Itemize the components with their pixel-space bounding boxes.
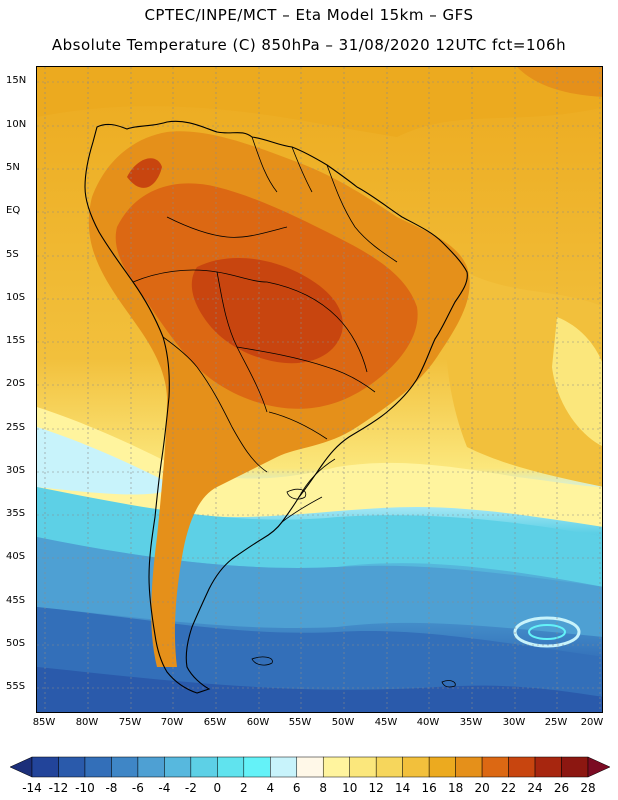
lon-label: 85W <box>32 717 56 728</box>
lat-label: 5S <box>6 249 19 260</box>
colorbar-tick-label: 26 <box>553 781 570 795</box>
lat-label: 10N <box>6 119 27 130</box>
lon-label: 45W <box>374 717 398 728</box>
country-borders <box>132 136 398 523</box>
lat-label: EQ <box>6 205 21 216</box>
colorbar-tick-label: 12 <box>368 781 384 795</box>
colorbar-tick-label: 4 <box>266 781 275 795</box>
field-continent-hottest <box>191 257 343 364</box>
lon-label: 25W <box>544 717 568 728</box>
colorbar-tick-label: 14 <box>395 781 411 795</box>
falklands-outline <box>251 656 273 666</box>
colorbar-swatch <box>322 756 350 778</box>
temperature-field-map <box>37 67 602 712</box>
colorbar-swatch <box>455 756 483 778</box>
colorbar-swatch <box>508 756 536 778</box>
coastline-south-america <box>84 120 468 694</box>
colorbar-swatch <box>349 756 377 778</box>
temperature-colorbar <box>10 756 610 778</box>
colorbar-tick-label: -6 <box>131 781 144 795</box>
field-tropical-north <box>37 67 602 137</box>
colorbar-swatch <box>561 756 589 778</box>
lat-label: 10S <box>6 292 26 303</box>
lon-label: 60W <box>246 717 270 728</box>
lat-label: 45S <box>6 595 26 606</box>
colorbar-tick-label: 18 <box>447 781 464 795</box>
field-atlantic-yellow <box>552 317 602 446</box>
lat-label: 15S <box>6 335 26 346</box>
colorbar-swatch <box>58 756 86 778</box>
lat-label: 50S <box>6 638 26 649</box>
lat-label: 35S <box>6 508 26 519</box>
lat-label: 20S <box>6 378 26 389</box>
colorbar-swatch <box>190 756 218 778</box>
lat-label: 15N <box>6 75 27 86</box>
field-polar-band <box>37 667 602 712</box>
colorbar-over-triangle <box>587 756 610 778</box>
colorbar-tick-label: -12 <box>48 781 69 795</box>
lat-label: 25S <box>6 422 26 433</box>
colorbar-tick-label: 20 <box>474 781 490 795</box>
field-warm-north-east <box>517 67 602 97</box>
colorbar-tick-label: 6 <box>292 781 301 795</box>
colorbar-swatch <box>375 756 403 778</box>
lon-label: 70W <box>160 717 184 728</box>
colorbar-tick-label: 16 <box>421 781 437 795</box>
lat-label: 5N <box>6 162 20 173</box>
lon-label: 40W <box>416 717 440 728</box>
colorbar-tick-label: 2 <box>239 781 248 795</box>
chart-title: CPTEC/INPE/MCT – Eta Model 15km – GFS <box>144 6 474 24</box>
lon-label: 80W <box>75 717 99 728</box>
colorbar-tick-label: 8 <box>319 781 328 795</box>
colorbar-under-triangle <box>10 756 33 778</box>
colorbar-swatch <box>137 756 165 778</box>
colorbar-swatch <box>296 756 324 778</box>
colorbar-tick-label: -4 <box>158 781 171 795</box>
colorbar-tick-label: -2 <box>184 781 197 795</box>
colorbar-swatch <box>481 756 509 778</box>
island-outline-east <box>441 680 456 688</box>
colorbar-tick-label: 0 <box>213 781 222 795</box>
field-cold-band <box>37 487 602 587</box>
colorbar-swatch <box>270 756 298 778</box>
lon-label: 65W <box>203 717 227 728</box>
colorbar-swatch <box>534 756 562 778</box>
colorbar-swatch <box>111 756 139 778</box>
lon-label: 30W <box>502 717 526 728</box>
colorbar-swatch <box>402 756 430 778</box>
colorbar-tick-label: -10 <box>75 781 95 795</box>
colorbar-tick-label: 28 <box>580 781 596 795</box>
lon-label: 50W <box>331 717 355 728</box>
field-cool-west <box>37 427 177 495</box>
map-panel <box>36 66 603 713</box>
colorbar-tick-label: -8 <box>105 781 118 795</box>
island-outline <box>286 488 307 500</box>
colorbar-swatch <box>31 756 59 778</box>
field-andes-hot <box>127 158 162 188</box>
colorbar-tick-label: 24 <box>527 781 543 795</box>
colorbar-swatch <box>217 756 245 778</box>
lat-label: 30S <box>6 465 26 476</box>
colorbar-tick-label: 22 <box>500 781 517 795</box>
lon-label: 20W <box>580 717 604 728</box>
lat-label: 40S <box>6 551 26 562</box>
colorbar-swatch <box>164 756 192 778</box>
lat-label: 55S <box>6 681 26 692</box>
colorbar-swatch <box>84 756 112 778</box>
lon-label: 35W <box>459 717 483 728</box>
colorbar-swatch <box>428 756 456 778</box>
lon-label: 75W <box>118 717 142 728</box>
colorbar-swatch <box>243 756 271 778</box>
colorbar-tick-label: -14 <box>22 781 42 795</box>
colorbar-tick-label: 10 <box>342 781 358 795</box>
chart-subtitle: Absolute Temperature (C) 850hPa – 31/08/… <box>51 36 567 54</box>
lon-label: 55W <box>288 717 312 728</box>
